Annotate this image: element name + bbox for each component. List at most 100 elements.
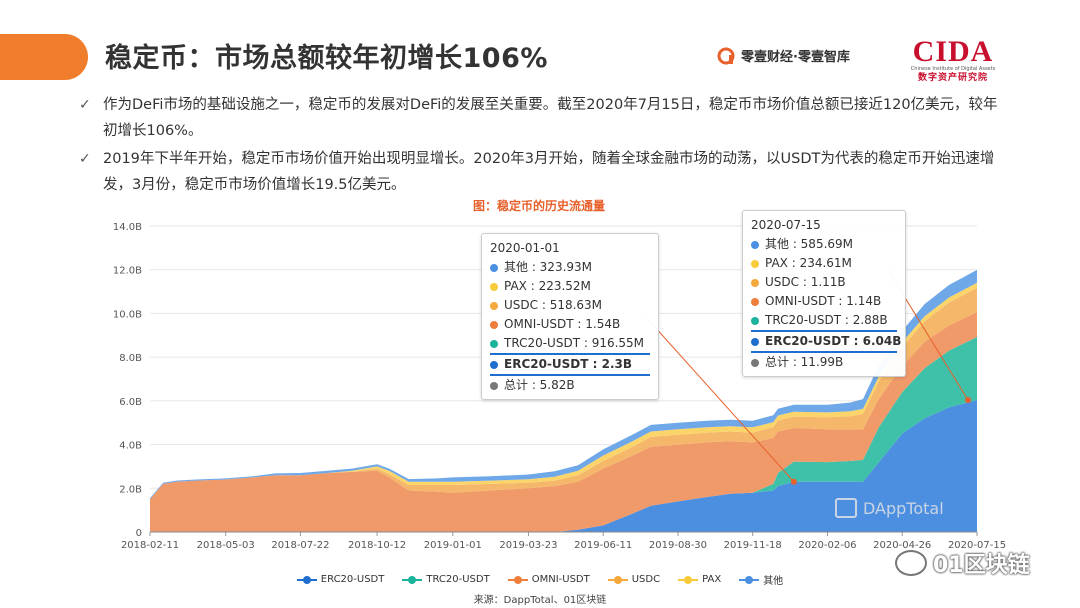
y-tick-label: 0	[136, 528, 142, 539]
series-dot-icon	[490, 360, 498, 369]
tooltip-row-label: 其他 : 585.69M	[765, 237, 854, 251]
tooltip-row-label: USDC : 518.63M	[504, 298, 603, 312]
lingyi-logo-text: 零壹财经·零壹智库	[741, 50, 850, 65]
series-dot-icon	[751, 358, 759, 367]
x-tick-label: 2020-04-26	[873, 540, 931, 551]
series-dot-icon	[490, 301, 498, 310]
legend-swatch-icon	[607, 575, 628, 585]
tooltip-row: PAX : 223.52M	[490, 277, 650, 296]
x-tick-label: 2020-02-06	[798, 540, 856, 551]
tooltip-row: ERC20-USDT : 2.3B	[490, 353, 650, 376]
stablecoin-area-chart: 0 2.0B 4.0B 6.0B 8.0B 10.0B 12.0B 14.0B 2018-02-…	[113, 222, 1006, 551]
legend-label: TRC20-USDT	[426, 574, 490, 585]
dapptotal-watermark: DAppTotal	[835, 498, 944, 518]
x-tick-label: 2018-10-12	[348, 540, 406, 551]
tooltip-row-label: TRC20-USDT : 2.88B	[765, 313, 888, 327]
tooltip-row: USDC : 1.11B	[751, 273, 897, 292]
tooltip-row-label: OMNI-USDT : 1.14B	[765, 294, 882, 308]
tooltip-row: USDC : 518.63M	[490, 296, 650, 315]
legend-item[interactable]: ERC20-USDT	[296, 572, 385, 587]
dapptotal-watermark-text: DAppTotal	[863, 498, 944, 518]
lingyi-logo-icon	[717, 47, 735, 64]
tooltip-row: 总计 : 5.82B	[490, 376, 650, 395]
checkmark-icon: ✓	[79, 97, 91, 113]
legend-label: USDC	[631, 574, 661, 585]
tooltip-2020-07-15: 2020-07-15 其他 : 585.69M PAX : 234.61M USDC…	[742, 210, 906, 377]
legend-swatch-icon	[507, 575, 528, 585]
x-tick-label: 2019-01-01	[424, 540, 482, 551]
tooltip-anchor-point	[965, 396, 971, 403]
tooltip-row: TRC20-USDT : 2.88B	[751, 311, 897, 330]
tooltip-row-label: TRC20-USDT : 916.55M	[504, 336, 645, 350]
tooltip-date: 2020-07-15	[751, 218, 821, 232]
legend-item[interactable]: PAX	[678, 572, 721, 587]
tooltip-row: 其他 : 585.69M	[751, 235, 897, 254]
tooltip-row: ERC20-USDT : 6.04B	[751, 330, 901, 353]
series-dot-icon	[490, 282, 498, 291]
tooltip-row-label: PAX : 223.52M	[504, 279, 591, 293]
y-tick-label: 8.0B	[119, 353, 142, 364]
x-tick-label: 2019-08-30	[649, 540, 707, 551]
series-dot-icon	[490, 320, 498, 329]
x-tick-label: 2018-05-03	[197, 540, 255, 551]
x-tick-label: 2020-07-15	[948, 540, 1006, 551]
tooltip-row: 其他 : 323.93M	[490, 258, 650, 277]
y-tick-label: 4.0B	[119, 441, 142, 452]
series-dot-icon	[751, 337, 759, 346]
y-tick-label: 6.0B	[119, 397, 142, 408]
bullet-list: ✓ 作为DeFi市场的基础设施之一，稳定币的发展对DeFi的发展至关重要。截至2…	[75, 92, 1010, 200]
legend-label: OMNI-USDT	[531, 574, 590, 585]
page-title: 稳定币：市场总额较年初增长106%	[105, 43, 548, 74]
series-dot-icon	[490, 381, 498, 390]
legend-item[interactable]: USDC	[607, 572, 661, 587]
bullet-text: 作为DeFi市场的基础设施之一，稳定币的发展对DeFi的发展至关重要。截至202…	[103, 97, 998, 139]
series-dot-icon	[490, 263, 498, 272]
x-tick-label: 2019-06-11	[574, 540, 632, 551]
tooltip-2020-01-01: 2020-01-01 其他 : 323.93M PAX : 223.52M USDC…	[481, 233, 659, 400]
bullet-item: ✓ 2019年下半年开始，稳定币市场价值开始出现明显增长。2020年3月开始，随…	[75, 146, 1010, 198]
legend-item[interactable]: 其他	[739, 572, 783, 587]
cida-logo-mark: CIDA	[912, 35, 994, 68]
bullet-text: 2019年下半年开始，稳定币市场价值开始出现明显增长。2020年3月开始，随着全…	[103, 151, 995, 193]
legend-label: 其他	[763, 576, 784, 587]
tooltip-pointer-line	[644, 315, 795, 483]
accent-bar	[0, 34, 88, 80]
legend-swatch-icon	[739, 575, 760, 585]
series-dot-icon	[751, 240, 759, 249]
tooltip-date: 2020-01-01	[490, 241, 560, 255]
tooltip-row: TRC20-USDT : 916.55M	[490, 334, 650, 353]
y-tick-label: 12.0B	[113, 266, 142, 277]
wechat-icon	[895, 550, 927, 576]
source-note: 来源：DappTotal、01区块链	[473, 595, 607, 606]
legend-item[interactable]: TRC20-USDT	[402, 572, 490, 587]
wechat-watermark-text: 01区块链	[933, 553, 1030, 578]
cida-logo-english: Chinese Institute of Digital Assets	[910, 66, 996, 72]
tooltip-row-label: PAX : 234.61M	[765, 256, 852, 270]
series-dot-icon	[751, 297, 759, 306]
y-tick-label: 14.0B	[113, 222, 142, 233]
series-dot-icon	[751, 278, 759, 287]
legend-item[interactable]: OMNI-USDT	[507, 572, 590, 587]
tooltip-row-label: ERC20-USDT : 2.3B	[504, 357, 633, 371]
series-dot-icon	[751, 316, 759, 325]
series-area-OMNI-USDT	[150, 312, 977, 532]
tooltip-row-label: USDC : 1.11B	[765, 275, 846, 289]
chart-title: 图：稳定币的历史流通量	[473, 199, 606, 213]
legend-swatch-icon	[296, 575, 317, 585]
legend-swatch-icon	[678, 575, 699, 585]
wechat-watermark: 01区块链	[895, 547, 1030, 579]
tooltip-row-label: ERC20-USDT : 6.04B	[765, 334, 902, 348]
tooltip-row: OMNI-USDT : 1.14B	[751, 292, 897, 311]
tooltip-row: 总计 : 11.99B	[751, 353, 897, 372]
series-dot-icon	[490, 339, 498, 348]
tooltip-row-label: 其他 : 323.93M	[504, 260, 593, 274]
checkmark-icon: ✓	[79, 151, 91, 167]
tooltip-anchor-point	[790, 478, 797, 485]
chart-legend: ERC20-USDT TRC20-USDT OMNI-USDT USDC PAX 其他	[0, 572, 1080, 587]
tooltip-row: OMNI-USDT : 1.54B	[490, 315, 650, 334]
x-tick-label: 2018-07-22	[271, 540, 329, 551]
legend-label: PAX	[702, 574, 722, 585]
cida-logo-chinese: 数字资产研究院	[917, 73, 988, 83]
legend-label: ERC20-USDT	[320, 574, 385, 585]
tooltip-row-label: OMNI-USDT : 1.54B	[504, 317, 621, 331]
